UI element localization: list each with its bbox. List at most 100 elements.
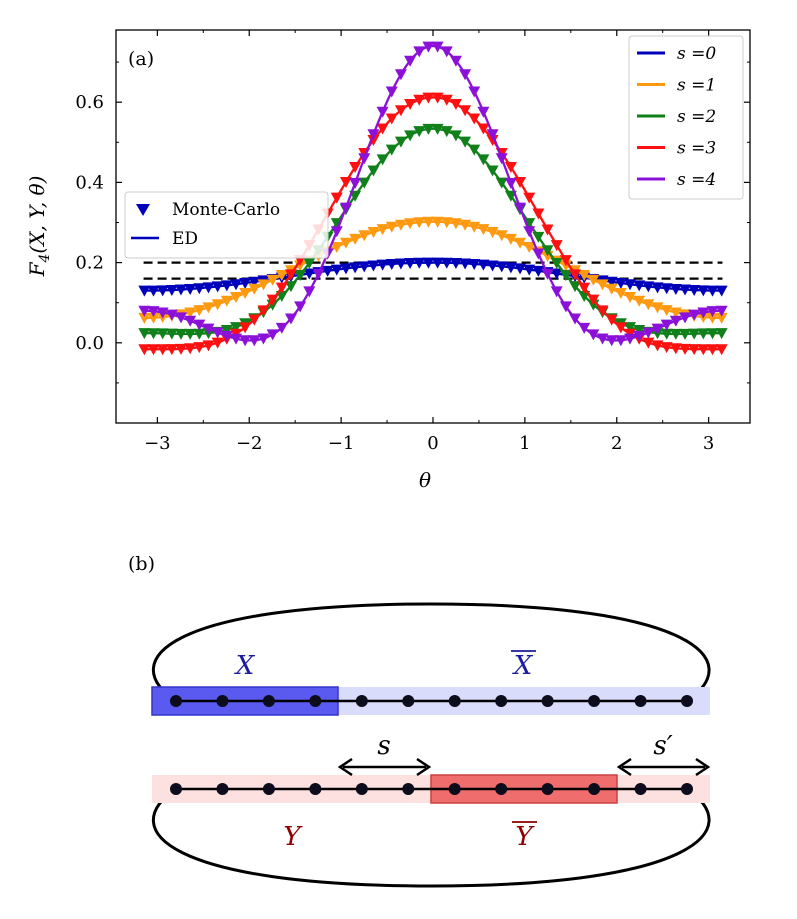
y-axis-label-sub: 4 [37, 254, 53, 264]
series-1-point [614, 288, 627, 300]
series-4-point [514, 202, 527, 214]
top-chain-site [216, 695, 229, 707]
series-0-point [440, 257, 453, 269]
series-3-point [404, 99, 417, 111]
series-3-point [605, 314, 618, 326]
series-4-point [697, 307, 710, 319]
series-2-point [138, 328, 151, 340]
series-0-point [523, 264, 536, 276]
series-4-point [569, 313, 582, 325]
series-2-point [624, 322, 637, 334]
series-0-point [449, 258, 462, 270]
bottom-chain-site [588, 783, 601, 795]
x-tick-label: 1 [519, 433, 530, 454]
series-3-point [193, 342, 206, 354]
series-3-point [239, 322, 252, 334]
series-4-point [596, 333, 609, 345]
series-2-point [532, 231, 545, 243]
y-tick-label: 0.2 [75, 253, 104, 274]
series-4-point [578, 322, 591, 334]
series-3-point [330, 192, 343, 204]
series-1-point [642, 299, 655, 311]
series-0-point [614, 278, 627, 290]
series-3-point [349, 162, 362, 174]
series-2-point [431, 123, 444, 135]
series-1-point [147, 312, 160, 324]
series-0-point [303, 268, 316, 280]
series-2-point [679, 328, 692, 340]
series-4-point [257, 333, 270, 345]
series-1-point [651, 302, 664, 314]
series-2-point [413, 126, 426, 138]
series-legend-box [628, 35, 744, 200]
series-4-point [559, 301, 572, 313]
series-layer [138, 41, 728, 356]
series-4-point [275, 322, 288, 334]
series-1-point [184, 307, 197, 319]
series-2-point [468, 144, 481, 156]
tick-layer: −3 −2 −1 0 1 2 3 0.0 0.2 0.4 0.6 [75, 30, 750, 454]
series-4-point [642, 327, 655, 339]
top-chain-site [495, 695, 508, 707]
series-1-point [367, 227, 380, 239]
series-1-point [605, 283, 618, 295]
series-1-point [211, 299, 224, 311]
legend-label-3: s =3 [677, 139, 716, 159]
series-1-point [624, 292, 637, 304]
bottom-chain-loop [151, 787, 711, 888]
series-0-point [174, 284, 187, 296]
top-chain-site [170, 695, 182, 707]
series-2-point [367, 165, 380, 177]
series-3-point [660, 342, 673, 354]
series-1-point [330, 241, 343, 253]
series-0-point [385, 258, 398, 270]
series-2-point [404, 130, 417, 142]
legend-monte-carlo: Monte-Carlo [172, 200, 280, 220]
series-0-point [550, 268, 563, 280]
series-1-point [660, 305, 673, 317]
xbar-region-label: X [512, 651, 534, 681]
series-0-point [202, 282, 215, 294]
series-3-point [394, 105, 407, 117]
series-0-point [422, 257, 435, 269]
series-0-point [660, 283, 673, 295]
series-4-point [138, 305, 151, 317]
series-0-point [156, 285, 169, 297]
series-4-point [367, 129, 380, 141]
series-2-point [284, 281, 297, 293]
series-4-point [449, 55, 462, 67]
bottom-chain-site [170, 783, 182, 795]
series-2-point [578, 290, 591, 302]
series-3-point [504, 162, 517, 174]
series-2-point [165, 328, 178, 340]
series-1-point [138, 312, 151, 324]
series-4-point [660, 319, 673, 331]
series-2-point [394, 136, 407, 148]
top-chain-site [681, 695, 693, 707]
series-4-point [431, 41, 444, 53]
series-3-point [165, 344, 178, 356]
series-4-point [211, 327, 224, 339]
series-4-point [248, 335, 261, 347]
series-0-point [651, 282, 664, 294]
series-2-point [541, 245, 554, 257]
series-3-point [486, 135, 499, 146]
x-tick-label: −2 [236, 433, 263, 454]
series-4-point [330, 226, 343, 238]
series-1-point [257, 279, 270, 291]
series-4-point [284, 313, 297, 325]
marker-legend-box [124, 191, 329, 259]
series-4-point [239, 335, 252, 347]
series-2-point [376, 154, 389, 166]
series-4-point [229, 333, 242, 345]
series-4-point [669, 315, 682, 327]
series-1-point [523, 241, 536, 253]
series-0-point [321, 265, 334, 277]
series-1-point [459, 219, 472, 231]
y-tick-label: 0.0 [75, 333, 104, 354]
series-legend: s =0 s =1 s =2 s =3 s =4 [628, 35, 744, 200]
series-0-point [220, 280, 233, 292]
series-0-point [459, 258, 472, 270]
series-2-point [477, 154, 490, 166]
series-1-point [229, 292, 242, 304]
